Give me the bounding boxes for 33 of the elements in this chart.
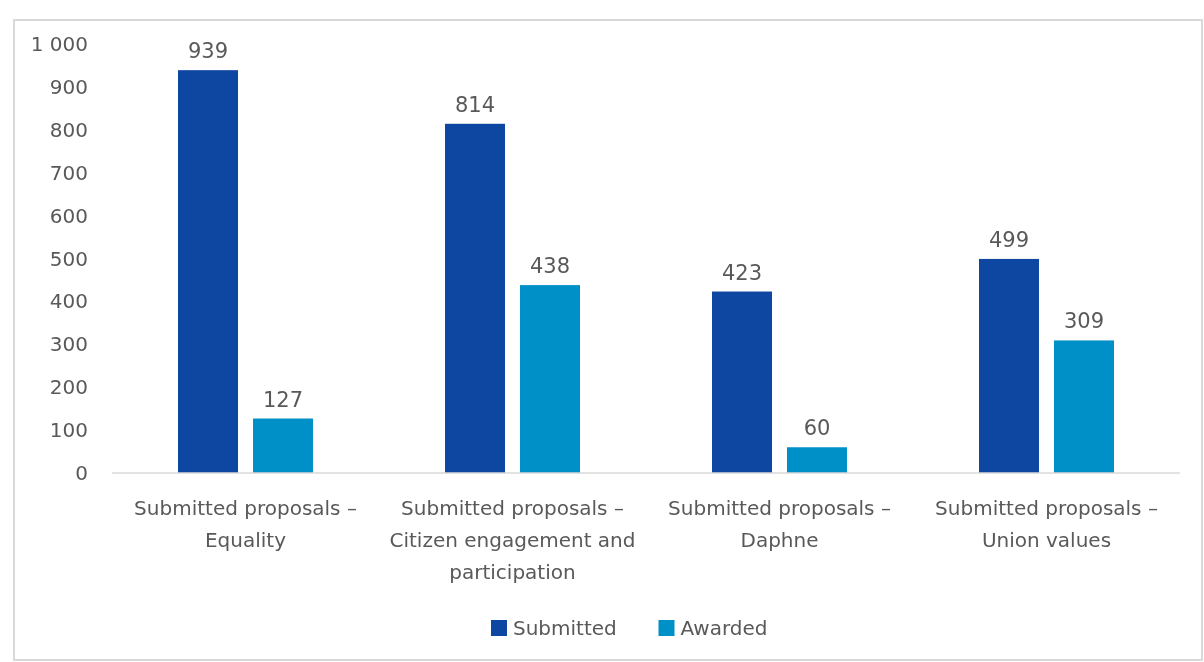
y-tick-label: 300	[49, 332, 88, 357]
data-label: 939	[187, 39, 229, 64]
data-label: 60	[803, 416, 831, 441]
x-tick-label: Submitted proposals – Equality	[134, 496, 357, 552]
y-tick-label: 800	[49, 117, 88, 142]
bar	[253, 418, 313, 473]
y-tick-label: 600	[49, 203, 88, 228]
bar	[178, 70, 238, 473]
bar	[979, 258, 1039, 473]
y-tick-label: 100	[49, 418, 88, 443]
y-tick-label: 200	[49, 375, 88, 400]
x-tick-label: Submitted proposals – Union values	[935, 496, 1158, 552]
data-label: 309	[1063, 309, 1105, 334]
y-tick-label: 900	[49, 74, 88, 99]
bar	[520, 285, 580, 473]
y-tick-label: 1 000	[30, 32, 88, 56]
legend-label: Awarded	[680, 616, 768, 640]
bar	[445, 123, 505, 473]
y-tick-label: 400	[49, 289, 88, 314]
x-tick-label: Submitted proposals – Citizen engagement and participation	[389, 496, 636, 584]
x-tick-label: Submitted proposals – Daphne	[668, 496, 891, 552]
legend-label: Submitted	[513, 616, 617, 640]
y-tick-label: 700	[49, 160, 88, 185]
data-label: 127	[262, 387, 304, 412]
bar	[1054, 340, 1114, 473]
data-label: 423	[721, 260, 763, 285]
data-label: 499	[988, 227, 1030, 252]
data-label: 438	[529, 254, 571, 279]
y-tick-label: 500	[49, 246, 88, 271]
bar	[712, 291, 772, 473]
data-label: 814	[454, 92, 496, 117]
y-tick-label: 0	[75, 461, 88, 485]
bar	[787, 447, 847, 473]
